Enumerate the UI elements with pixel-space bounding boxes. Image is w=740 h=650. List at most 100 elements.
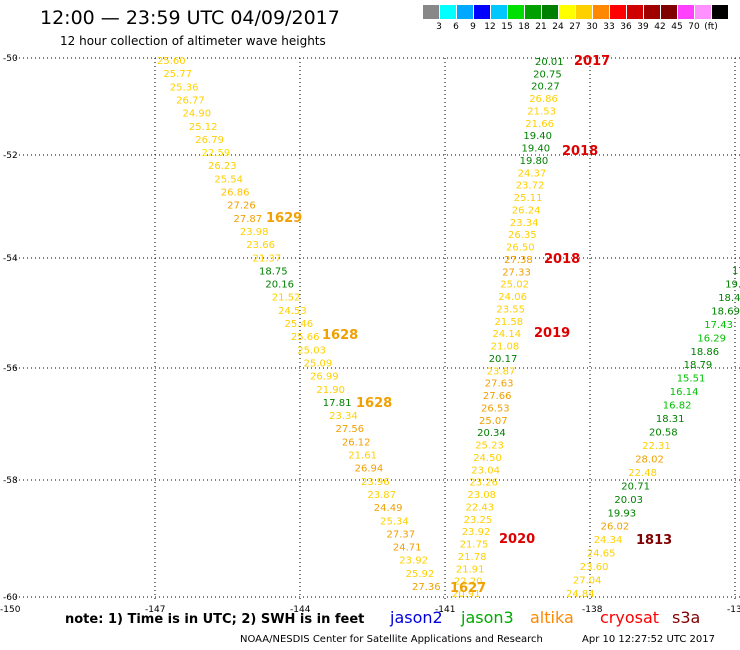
lat-label: -56 — [3, 364, 18, 374]
pass-time-label: 2017 — [574, 54, 610, 69]
wave-height-value: 24.84 — [566, 589, 595, 600]
lon-label: -144 — [290, 605, 311, 615]
wave-height-value: 20.27 — [531, 82, 560, 93]
lat-label: -54 — [3, 254, 18, 264]
legend-label: 6 — [453, 22, 459, 32]
satellite-jason2: jason2 — [390, 608, 443, 627]
wave-height-value: 26.79 — [195, 135, 224, 146]
legend-label: 15 — [501, 22, 513, 32]
wave-height-value: 25.02 — [500, 280, 529, 291]
lon-label: -150 — [0, 605, 21, 615]
wave-height-value: 23.66 — [246, 240, 275, 251]
map-subtitle: 12 hour collection of altimeter wave hei… — [60, 34, 326, 48]
wave-height-value: 21.78 — [458, 552, 487, 563]
wave-height-value: 23.25 — [464, 515, 493, 526]
wave-height-value: 16.29 — [697, 333, 726, 344]
wave-height-value: 22.43 — [466, 502, 495, 513]
wave-height-value: 23.26 — [469, 478, 498, 489]
wave-height-value: 20.03 — [614, 495, 643, 506]
wave-height-value: 21.75 — [460, 540, 489, 551]
wave-height-value: 21.53 — [527, 107, 556, 118]
lon-label: -147 — [145, 605, 165, 615]
legend-label: 18 — [518, 22, 530, 32]
wave-height-value: 28.02 — [635, 454, 664, 465]
wave-height-value: 23.34 — [510, 218, 539, 229]
legend-swatch — [712, 5, 728, 19]
wave-height-value: 17.81 — [323, 398, 352, 409]
pass-time-label: 1628 — [356, 396, 392, 411]
legend-swatch — [678, 5, 694, 19]
wave-height-value: 18.86 — [691, 347, 720, 358]
wave-height-value: 25.60 — [157, 56, 186, 67]
wave-height-value: 24.65 — [587, 549, 616, 560]
legend-label: 39 — [637, 22, 649, 32]
wave-height-value: 26.50 — [506, 243, 535, 254]
legend-label: 21 — [535, 22, 547, 32]
wave-height-value: 25.54 — [214, 174, 243, 185]
wave-height-value: 25.66 — [291, 332, 320, 343]
wave-height-value: 18.31 — [656, 414, 685, 425]
wave-height-value: 26.35 — [508, 230, 537, 241]
wave-height-value: 25.34 — [380, 516, 409, 527]
lon-label: -141 — [435, 605, 455, 615]
wave-height-value: 17.43 — [704, 320, 733, 331]
wave-height-value: 17 — [732, 266, 740, 277]
legend-label: 24 — [552, 22, 564, 32]
map-title: 12:00 — 23:59 UTC 04/09/2017 — [40, 7, 340, 29]
wave-height-value: 22.48 — [628, 468, 657, 479]
wave-height-value: 26.99 — [310, 372, 339, 383]
pass-time-label: 1629 — [266, 211, 302, 226]
wave-height-value: 23.98 — [240, 227, 269, 238]
generated-timestamp: Apr 10 12:27:52 UTC 2017 — [582, 634, 715, 645]
legend-swatch — [576, 5, 592, 19]
wave-height-value: 19.80 — [520, 156, 549, 167]
legend-swatch — [508, 5, 524, 19]
legend-label: 12 — [484, 22, 496, 32]
wave-height-value: 25.09 — [304, 358, 333, 369]
wave-height-value: 26.24 — [512, 206, 541, 217]
wave-height-value: 25.07 — [479, 416, 508, 427]
wave-height-value: 25.77 — [163, 69, 192, 80]
wave-height-value: 21.61 — [348, 451, 377, 462]
legend-swatch — [423, 5, 439, 19]
legend-swatch — [695, 5, 711, 19]
wave-height-value: 24.90 — [183, 109, 212, 120]
wave-height-value: 26.77 — [176, 95, 205, 106]
legend-swatch — [440, 5, 456, 19]
legend-swatch — [627, 5, 643, 19]
wave-height-value: 22.20 — [454, 577, 483, 588]
pass-time-label: 2018 — [562, 144, 598, 159]
wave-height-value: 20.34 — [477, 428, 506, 439]
wave-height-value: 26.53 — [481, 403, 510, 414]
satellite-cryosat: cryosat — [600, 608, 660, 627]
wave-height-value: 27.66 — [483, 391, 512, 402]
legend-swatch — [610, 5, 626, 19]
wave-height-value: 27.04 — [573, 576, 602, 587]
legend-label: 42 — [654, 22, 666, 32]
wave-height-value: 23.87 — [367, 490, 396, 501]
wave-height-value: 22.31 — [642, 441, 671, 452]
wave-height-value: 18.75 — [259, 266, 288, 277]
legend-swatch — [491, 5, 507, 19]
wave-height-value: 20.01 — [535, 57, 564, 68]
lat-label: -52 — [3, 151, 18, 161]
wave-height-value: 21.37 — [253, 253, 282, 264]
wave-height-value: 20.91 — [452, 589, 481, 600]
wave-height-value: 22.59 — [202, 148, 231, 159]
satellite-jason3: jason3 — [461, 608, 514, 627]
pass-time-label: 2019 — [534, 326, 570, 341]
legend-label: 9 — [470, 22, 476, 32]
wave-height-value: 20.71 — [621, 481, 650, 492]
wave-height-value: 26.23 — [208, 161, 237, 172]
wave-height-value: 26.12 — [342, 437, 371, 448]
legend-label: (ft) — [704, 22, 718, 32]
legend-swatch — [542, 5, 558, 19]
legend-swatch — [559, 5, 575, 19]
wave-height-value: 27.38 — [504, 255, 533, 266]
wave-height-value: 23.92 — [399, 556, 428, 567]
wave-height-value: 24.37 — [518, 168, 547, 179]
wave-height-value: 26.86 — [221, 188, 250, 199]
wave-height-value: 27.33 — [502, 267, 531, 278]
legend-label: 70 — [688, 22, 700, 32]
